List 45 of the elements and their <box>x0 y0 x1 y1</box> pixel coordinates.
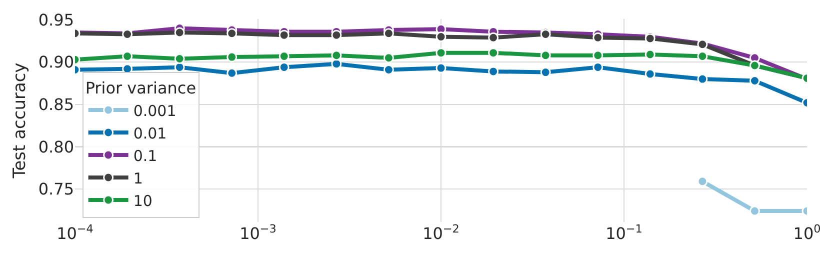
legend-label: 1 <box>133 169 143 188</box>
point <box>226 28 238 39</box>
point <box>436 62 446 74</box>
point <box>383 64 394 75</box>
point <box>436 48 446 58</box>
point <box>592 50 604 61</box>
point <box>278 62 290 72</box>
y-tick-label: 0.85 <box>38 95 74 114</box>
point <box>226 68 238 78</box>
x-tick-label: 10$^{−3}$ <box>240 222 276 243</box>
legend-label: 0.1 <box>133 146 158 165</box>
x-tick-label: 10$^{−2}$ <box>422 222 460 243</box>
point <box>383 28 394 39</box>
point <box>592 32 604 43</box>
point <box>436 32 446 42</box>
point <box>488 66 499 77</box>
point <box>644 49 656 60</box>
point <box>331 30 342 40</box>
x-tick-label: 10$^{−1}$ <box>606 222 642 243</box>
point <box>488 32 499 43</box>
x-tick-label: 10$^{−4}$ <box>56 222 94 243</box>
y-tick-label: 0.75 <box>38 180 74 199</box>
y-tick-label: 0.90 <box>38 52 74 72</box>
legend-label: 10 <box>133 192 152 210</box>
point <box>749 76 760 86</box>
y-tick-label: 0.95 <box>38 10 74 30</box>
legend-label: 0.001 <box>133 102 176 120</box>
point <box>592 62 604 72</box>
point <box>383 52 394 64</box>
point <box>331 50 342 61</box>
point <box>488 48 499 58</box>
point <box>174 54 185 64</box>
point <box>697 74 708 84</box>
point <box>278 30 290 40</box>
point <box>174 27 185 38</box>
y-axis-title: Test accuracy <box>10 62 30 180</box>
point <box>697 176 708 187</box>
y-tick-label: 0.80 <box>38 137 74 156</box>
point <box>540 50 551 61</box>
point <box>226 52 238 62</box>
legend-label: 0.01 <box>133 124 167 142</box>
x-tick-label: 10$^{0}$ <box>793 222 821 243</box>
point <box>749 206 760 216</box>
legend-title: Prior variance <box>85 78 196 98</box>
point <box>644 68 656 80</box>
